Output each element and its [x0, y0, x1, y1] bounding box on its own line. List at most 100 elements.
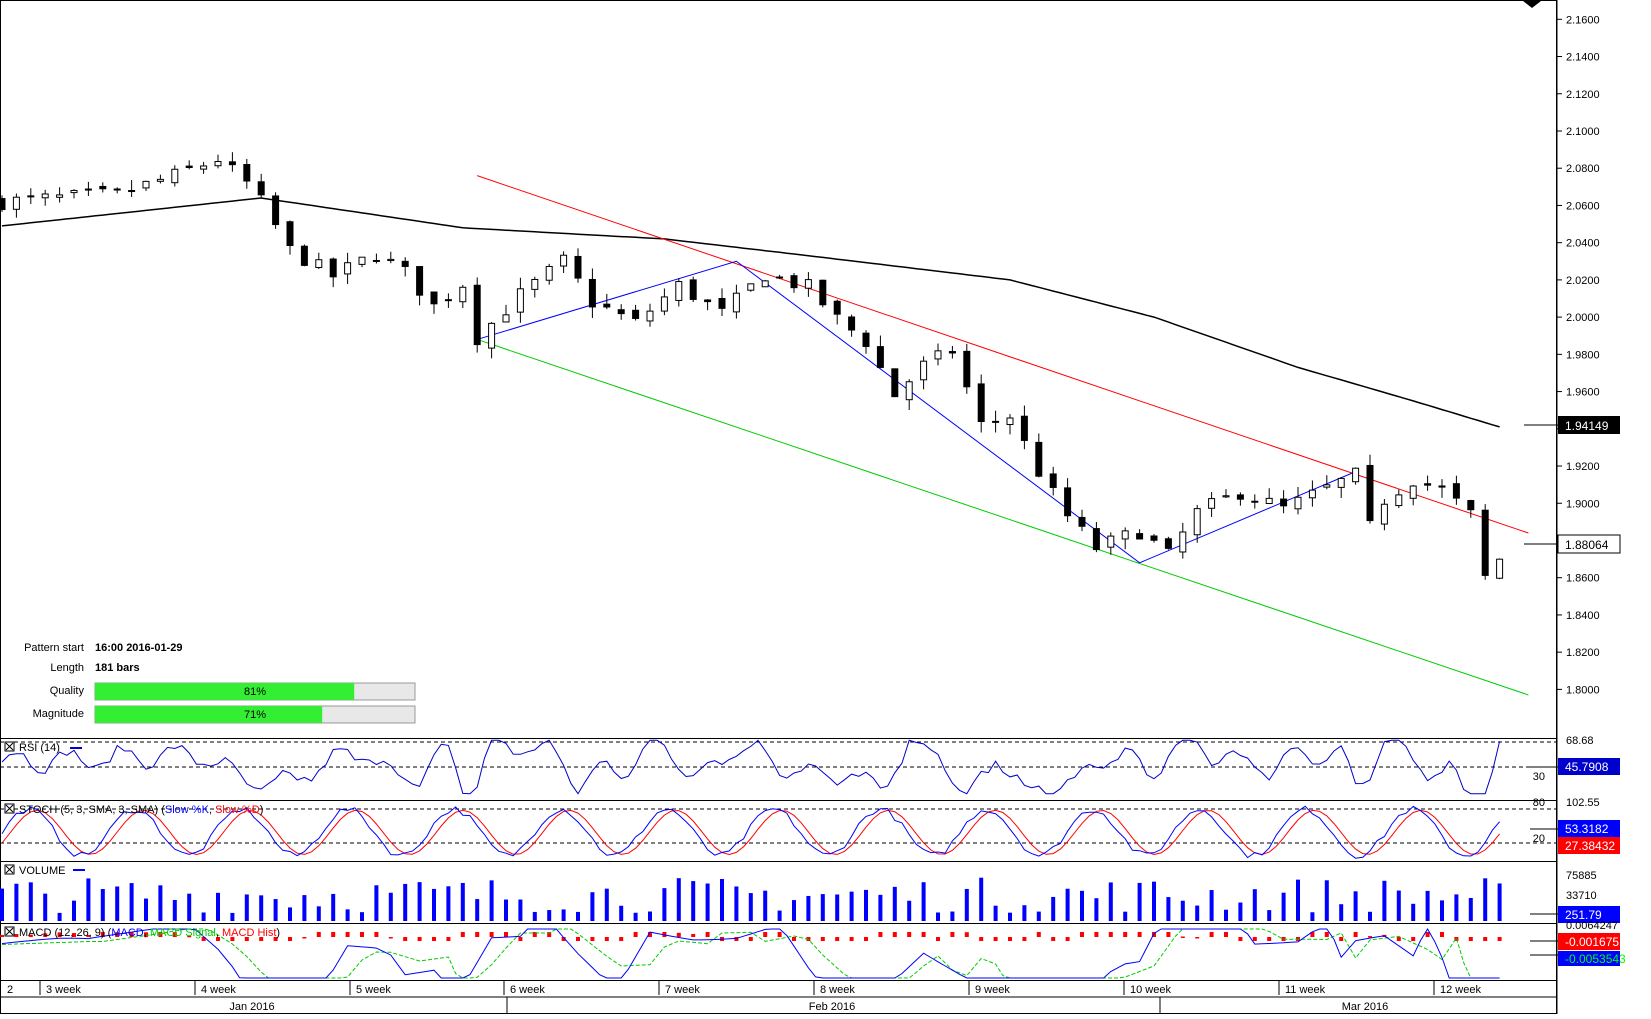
macd-hist-bar [950, 932, 955, 937]
macd-hist-bar [1180, 936, 1185, 938]
price-tick-label: 2.0400 [1566, 238, 1600, 250]
macd-hist-bar [288, 937, 292, 941]
volume-bar [892, 886, 897, 921]
candle [1424, 483, 1432, 486]
price-tick-label: 1.9000 [1566, 498, 1600, 510]
x-axis: 2 3 week 4 week 5 week 6 week 7 week 8 week 9 w… [0, 980, 1557, 1014]
volume-bar [1267, 910, 1272, 921]
volume-bar [316, 906, 321, 921]
volume-bar [1137, 882, 1142, 921]
volume-bar [662, 888, 667, 921]
macd-hist-bar [691, 933, 696, 937]
volume-bar [604, 888, 609, 921]
candle [286, 221, 294, 247]
volume-bar [86, 878, 91, 921]
candle [1294, 496, 1302, 510]
volume-bar [288, 907, 292, 921]
volume-bar [979, 877, 984, 921]
candle [12, 196, 20, 210]
stoch-level-80: 80 [1533, 797, 1545, 809]
candle [689, 279, 697, 300]
magnitude-bar-fill [95, 706, 323, 723]
macd-hist-bar [1008, 937, 1012, 941]
volume-bar [1065, 888, 1070, 921]
candle [1366, 464, 1374, 522]
volume-bar [1339, 904, 1344, 921]
volume-bar [547, 910, 552, 921]
week-label: 10 week [1130, 984, 1171, 996]
candle [819, 279, 827, 306]
candle [344, 262, 352, 275]
volume-bar [259, 895, 264, 921]
volume-bar [1310, 912, 1315, 921]
volume-bar [835, 894, 840, 921]
candle [747, 283, 755, 291]
candle [660, 296, 668, 312]
week-label: 9 week [975, 984, 1010, 996]
candle [27, 195, 35, 198]
candle [1078, 516, 1086, 527]
volume-bar [921, 882, 926, 921]
ma-price-tag [1558, 416, 1620, 434]
price-tick-label: 1.8600 [1566, 573, 1600, 585]
candle [401, 260, 409, 267]
macd-hist-bar [864, 937, 868, 941]
macd-hist-bar [187, 935, 192, 938]
candle [473, 284, 481, 346]
candle [1208, 498, 1216, 509]
scroll-arrow-icon[interactable] [1523, 1, 1541, 8]
candle [128, 190, 136, 193]
macd-hist-bar [1368, 936, 1372, 938]
macd-hist-bar [57, 932, 62, 937]
candle [1265, 497, 1273, 505]
macd-hist-bar [964, 932, 969, 937]
candle [1337, 477, 1345, 488]
macd-hist-bar [460, 932, 465, 937]
candle [574, 255, 582, 279]
volume-bar [1051, 896, 1056, 921]
week-label: 5 week [356, 984, 391, 996]
volume-bar [244, 894, 249, 921]
volume-bar [1396, 890, 1401, 921]
price-tick-label: 2.1200 [1566, 89, 1600, 101]
volume-bar [806, 895, 811, 921]
macd-hist-bar [705, 932, 710, 937]
candle [632, 309, 640, 319]
macd-signal-line [1, 928, 1500, 979]
rsi-value: 45.7908 [1565, 760, 1609, 774]
candle [1136, 533, 1144, 540]
volume-bar [374, 885, 379, 921]
volume-bar [1425, 890, 1430, 921]
volume-bar [216, 892, 220, 921]
volume-bar [964, 888, 969, 921]
candle [1308, 489, 1316, 499]
week-label: 3 week [46, 984, 81, 996]
volume-bar [648, 911, 652, 921]
volume-bar [1180, 900, 1185, 921]
macd-hist-bar [100, 932, 105, 937]
volume-bar [1382, 880, 1387, 921]
macd-hist-bar [1425, 932, 1430, 937]
stoch-k-line [1, 805, 1500, 859]
macd-hist-bar [1267, 937, 1272, 941]
candle [444, 299, 452, 302]
volume-bar [446, 886, 451, 921]
macd-value-tag [1558, 951, 1620, 966]
volume-bar [1238, 902, 1243, 921]
quality-bar-fill [95, 683, 355, 700]
candle [1280, 498, 1288, 507]
stoch-level-20: 20 [1533, 833, 1545, 845]
volume-bar [1454, 894, 1459, 921]
volume-value-tag [1558, 906, 1620, 923]
macd-hist-bar [259, 937, 264, 941]
macd-hist-bar [489, 932, 494, 937]
volume-bar [633, 912, 638, 921]
candle [1481, 509, 1489, 576]
macd-hist-bar [1195, 937, 1200, 939]
macd-hist-bar [216, 937, 220, 941]
volume-bar [115, 886, 120, 921]
volume-bar [28, 882, 33, 921]
macd-hist-bar [1411, 937, 1416, 941]
volume-bar [1281, 892, 1286, 921]
